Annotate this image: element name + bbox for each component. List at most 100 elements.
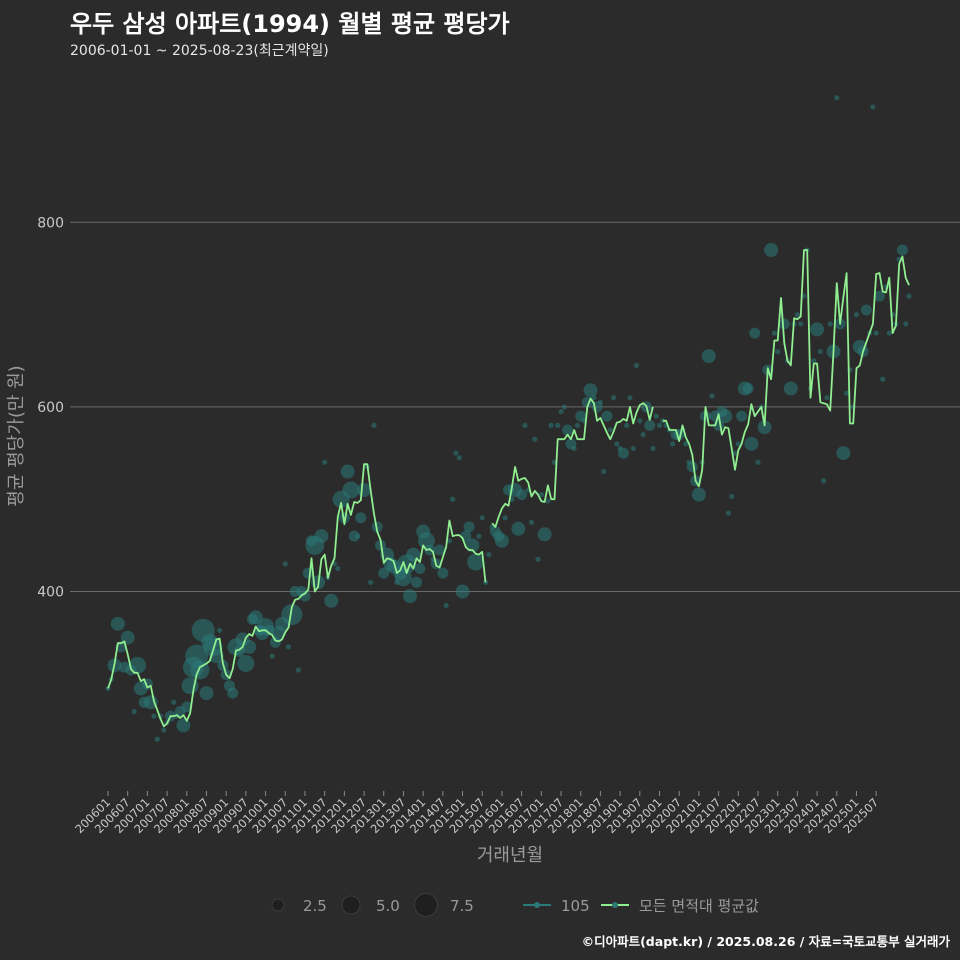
bubble-point: [154, 736, 160, 742]
bubble-point: [558, 408, 564, 415]
bubble-series-105: [105, 95, 912, 742]
bubble-point: [443, 602, 449, 608]
bubble-point: [660, 418, 666, 424]
bubble-point: [176, 718, 191, 733]
bubble-point: [479, 515, 485, 521]
bubble-point: [295, 667, 302, 673]
bubble-point: [764, 243, 779, 257]
bubble-point: [538, 492, 544, 498]
bubble-point: [597, 399, 604, 405]
bubble-point: [709, 393, 715, 399]
average-line-segment-1: [107, 463, 487, 728]
bubble-point: [237, 655, 255, 673]
bubble-point: [794, 312, 800, 318]
bubble-point: [880, 376, 886, 382]
bubble-point: [757, 420, 772, 435]
bubble-point: [263, 624, 275, 636]
bubble-point: [199, 686, 214, 701]
bubble-point: [450, 496, 456, 502]
bubble-point: [744, 436, 759, 451]
bubble-point: [482, 579, 489, 585]
bubble-point: [742, 382, 754, 394]
bubble-point: [627, 395, 633, 401]
bubble-point: [886, 330, 892, 336]
bubble-point: [670, 441, 676, 447]
bubble-point: [653, 413, 659, 419]
bubble-point: [811, 358, 817, 364]
bubble-point: [414, 562, 426, 574]
bubble-point: [870, 104, 876, 110]
bubble-point: [528, 519, 535, 525]
bubble-point: [903, 321, 909, 327]
bubble-point: [411, 576, 423, 588]
bubble-point: [824, 395, 830, 401]
bubble-point: [725, 510, 732, 516]
x-axis-ticks: 2006012006072007012007072008012008072009…: [72, 791, 881, 836]
bubble-point: [110, 616, 125, 631]
bubble-point: [853, 312, 860, 318]
bubble-point: [434, 544, 446, 556]
bubble-point: [601, 468, 607, 475]
bubble-point: [545, 498, 551, 504]
x-axis-title: 거래년월: [477, 845, 543, 866]
bubble-point: [732, 450, 738, 456]
bubble-point: [403, 589, 418, 604]
bubble-point: [601, 410, 613, 422]
bubble-point: [446, 538, 453, 544]
bubble-point: [335, 565, 341, 572]
bubble-point: [248, 610, 263, 625]
bubble-point: [778, 318, 790, 330]
bubble-point: [834, 95, 840, 101]
bubble-point: [535, 556, 541, 562]
bubble-point: [860, 304, 872, 316]
legend-size-large: [414, 893, 438, 917]
bubble-point: [614, 441, 620, 447]
bubble-point: [129, 656, 147, 674]
bubble-point: [131, 708, 137, 715]
legend-average-point: [612, 902, 618, 908]
bubble-point: [394, 569, 412, 587]
bubble-point: [181, 701, 193, 713]
y-axis-ticks: 400 600 800: [37, 215, 64, 600]
average-line-segment-3: [662, 249, 910, 488]
y-tick-label: 800: [37, 215, 64, 231]
bubble-point: [453, 450, 459, 456]
bubble-point: [338, 512, 350, 524]
bubble-point: [437, 567, 449, 579]
bubble-point: [906, 293, 912, 299]
bubble-point: [171, 699, 177, 705]
chart-title: 우두 삼성 아파트(1994) 월별 평균 평당가: [70, 10, 510, 38]
bubble-point: [476, 533, 482, 539]
bubble-point: [701, 349, 716, 364]
bubble-point: [562, 424, 574, 436]
bubble-point: [340, 464, 355, 479]
bubble-point: [269, 653, 275, 659]
bubble-point: [151, 713, 157, 719]
chart-subtitle: 2006-01-01 ~ 2025-08-23(최근계약일): [70, 43, 329, 59]
bubble-point: [161, 727, 167, 733]
grid-lines: [70, 221, 960, 593]
bubble-point: [516, 489, 528, 501]
bubble-point: [656, 422, 663, 428]
bubble-point: [827, 321, 833, 327]
bubble-point: [502, 515, 508, 521]
bubble-point: [314, 529, 329, 544]
legend-105-point: [534, 902, 540, 908]
bubble-point: [233, 646, 245, 658]
legend-size-label-1: 2.5: [303, 897, 327, 915]
bubble-point: [571, 445, 577, 452]
bubble-point: [771, 330, 778, 336]
bubble-point: [522, 422, 528, 428]
bubble-point: [227, 687, 239, 699]
bubble-point: [821, 478, 827, 484]
bubble-point: [548, 422, 554, 428]
y-tick-label: 400: [37, 585, 64, 601]
bubble-point: [691, 487, 706, 502]
bubble-point: [348, 530, 360, 542]
bubble-point: [463, 521, 475, 533]
bubble-point: [640, 432, 646, 438]
bubble-point: [282, 561, 288, 567]
bubble-point: [817, 348, 823, 355]
bubble-point: [637, 418, 643, 424]
bubble-point: [686, 461, 698, 473]
